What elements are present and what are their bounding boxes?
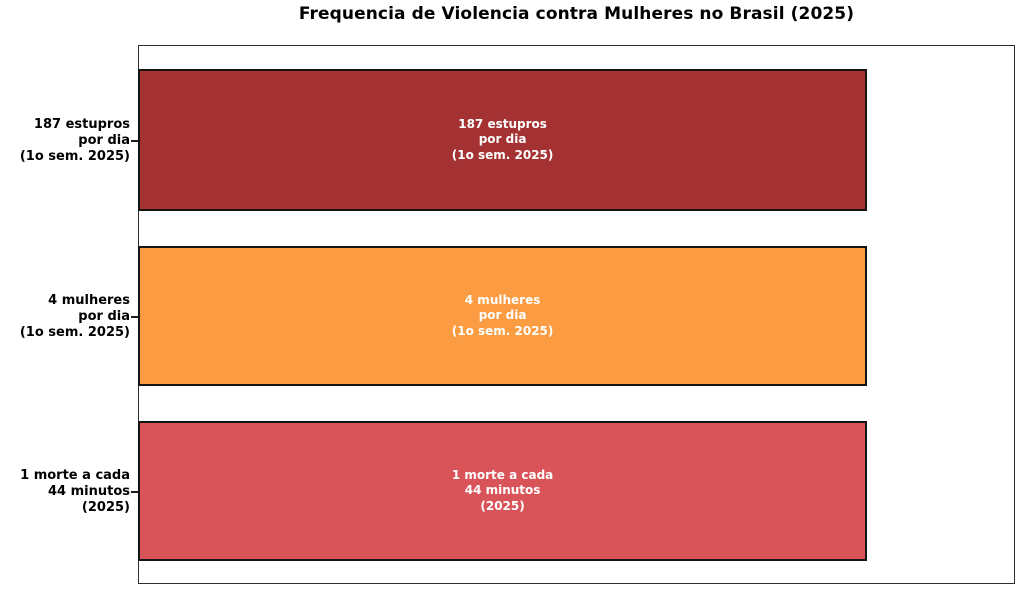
y-tick-mark: [131, 316, 138, 318]
y-tick-label-line: 1 morte a cada: [20, 468, 130, 483]
plot-area: 187 estupros por dia (1o sem. 2025) 4 mu…: [138, 45, 1015, 584]
bar-label-line: (1o sem. 2025): [451, 323, 554, 338]
y-tick-label-line: (1o sem. 2025): [19, 149, 130, 164]
y-tick-label-line: (1o sem. 2025): [19, 325, 130, 340]
y-tick-label-line: 4 mulheres: [48, 293, 130, 308]
bar-value-label: 4 mulheres por dia (1o sem. 2025): [452, 293, 554, 340]
bar-mortes: 1 morte a cada 44 minutos (2025): [138, 421, 868, 561]
y-tick-label-feminicidios: 4 mulheres por dia (1o sem. 2025): [0, 293, 130, 341]
y-tick-label-estupros: 187 estupros por dia (1o sem. 2025): [0, 117, 130, 165]
bar-label-line: por dia: [478, 132, 527, 147]
y-tick-mark: [131, 491, 138, 493]
bar-value-label: 1 morte a cada 44 minutos (2025): [452, 468, 553, 515]
bar-label-line: por dia: [478, 308, 527, 323]
bar-estupros: 187 estupros por dia (1o sem. 2025): [138, 69, 868, 211]
y-tick-label-line: por dia: [78, 309, 130, 324]
bar-label-line: 4 mulheres: [464, 292, 541, 307]
bar-feminicidios: 4 mulheres por dia (1o sem. 2025): [138, 246, 868, 386]
bar-label-line: 44 minutos: [464, 483, 541, 498]
bar-value-label: 187 estupros por dia (1o sem. 2025): [452, 117, 554, 164]
y-tick-label-line: 187 estupros: [33, 117, 130, 132]
bar-label-line: (2025): [480, 498, 525, 513]
bar-label-line: 187 estupros: [458, 116, 547, 131]
y-tick-label-line: por dia: [78, 133, 130, 148]
y-tick-label-mortes: 1 morte a cada 44 minutos (2025): [0, 468, 130, 516]
y-tick-mark: [131, 140, 138, 142]
y-tick-label-line: 44 minutos: [47, 484, 130, 499]
bar-label-line: 1 morte a cada: [451, 467, 554, 482]
bar-label-line: (1o sem. 2025): [451, 147, 554, 162]
chart-title: Frequencia de Violencia contra Mulheres …: [298, 4, 855, 24]
y-tick-label-line: (2025): [81, 500, 130, 515]
